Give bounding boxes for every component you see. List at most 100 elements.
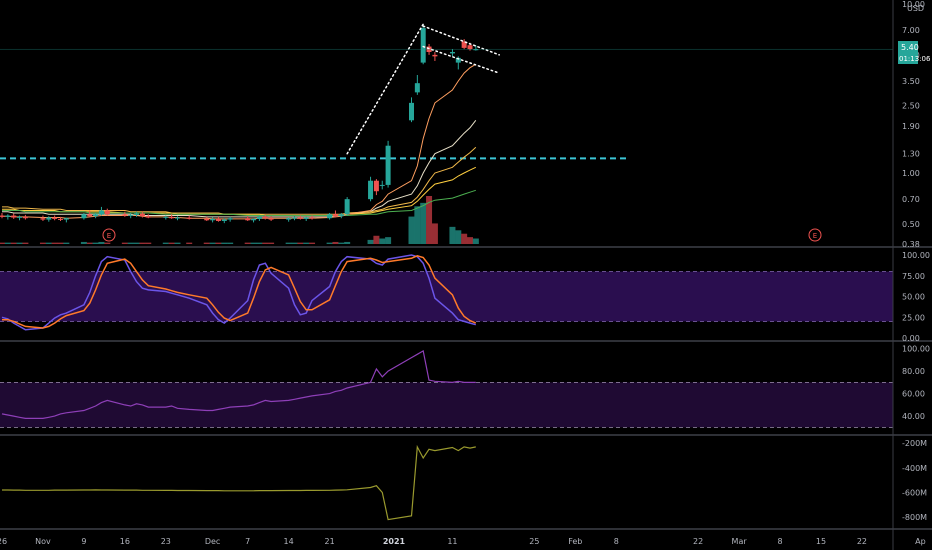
volume-bar [133, 242, 140, 244]
candle[interactable] [449, 49, 455, 57]
price-tick-label: 10.00 [902, 0, 925, 9]
candle[interactable] [210, 217, 216, 223]
candle[interactable] [227, 216, 233, 222]
candle[interactable] [338, 212, 344, 219]
date-tick-label: 2021 [383, 537, 406, 546]
price-tick-label: 0.50 [902, 220, 920, 229]
candle[interactable] [5, 214, 11, 220]
candle[interactable] [373, 179, 379, 196]
candle[interactable] [414, 75, 420, 95]
candle[interactable] [332, 210, 338, 218]
candle[interactable] [128, 212, 134, 219]
date-tick-label: 22 [857, 537, 867, 546]
event-marker-label: E [107, 232, 111, 240]
candle-body [98, 210, 104, 215]
date-tick-label: 7 [245, 537, 250, 546]
event-marker-circle[interactable] [808, 228, 822, 242]
candle[interactable] [93, 212, 99, 219]
candle[interactable] [368, 176, 374, 202]
candle[interactable] [204, 216, 210, 221]
candle[interactable] [169, 214, 175, 219]
candle[interactable] [63, 217, 69, 223]
candle-body [449, 51, 455, 54]
candle[interactable] [52, 215, 58, 221]
candle[interactable] [175, 216, 180, 221]
price-tick-label: 1.30 [902, 150, 920, 159]
candle[interactable] [461, 39, 467, 50]
event-marker[interactable]: E [102, 228, 116, 242]
candle[interactable] [40, 215, 46, 221]
event-marker[interactable]: E [808, 228, 822, 242]
volume-bar [426, 196, 433, 244]
candle[interactable] [379, 180, 385, 190]
stochastic-tick-label: 0.00 [902, 334, 920, 343]
candle[interactable] [420, 25, 426, 65]
price-tick-label: 3.50 [902, 77, 920, 86]
candle[interactable] [409, 97, 414, 123]
rsi-tick-label: 100.00 [902, 345, 930, 354]
candle[interactable] [292, 216, 297, 221]
candle-body [5, 215, 11, 217]
candle[interactable] [297, 215, 303, 220]
candle[interactable] [81, 212, 87, 220]
candle[interactable] [17, 215, 23, 221]
candle[interactable] [473, 45, 479, 51]
candle[interactable] [256, 215, 262, 221]
candle[interactable] [122, 211, 128, 217]
candle[interactable] [0, 212, 5, 219]
obv-line[interactable] [2, 444, 476, 521]
candle[interactable] [11, 213, 17, 219]
candle[interactable] [145, 214, 151, 219]
volume-bar [186, 242, 193, 244]
obv-panel[interactable] [2, 444, 476, 521]
trendline[interactable] [422, 45, 500, 74]
stochastic-panel[interactable] [0, 254, 893, 331]
volume-bar [455, 230, 462, 244]
candle[interactable] [87, 210, 93, 217]
rsi-line[interactable] [1, 349, 476, 419]
trendline[interactable] [422, 25, 500, 56]
candle[interactable] [327, 212, 333, 220]
candle[interactable] [98, 206, 104, 216]
volume-bar [244, 242, 251, 244]
candle[interactable] [215, 216, 221, 222]
stochastic-d-line[interactable] [2, 255, 477, 329]
volume-bar [10, 242, 17, 244]
candle[interactable] [286, 217, 292, 222]
candle-body [256, 216, 262, 219]
event-marker-circle[interactable] [102, 228, 116, 242]
rsi-panel[interactable] [0, 349, 893, 428]
candle[interactable] [303, 216, 309, 221]
candle[interactable] [268, 216, 274, 221]
candle-body [93, 214, 99, 217]
candle[interactable] [134, 211, 140, 217]
candle[interactable] [104, 208, 110, 216]
candle[interactable] [262, 214, 268, 220]
candle[interactable] [221, 218, 227, 224]
candle[interactable] [58, 216, 63, 221]
candle[interactable] [245, 216, 251, 221]
candle[interactable] [309, 215, 315, 220]
stochastic-k-line[interactable] [1, 254, 476, 331]
moving-average-line[interactable] [2, 189, 476, 216]
candle[interactable] [385, 140, 391, 188]
candle[interactable] [139, 211, 145, 218]
date-tick-label: 16 [120, 537, 130, 546]
candle[interactable] [163, 215, 169, 220]
candle[interactable] [22, 214, 28, 220]
date-tick-label: 14 [284, 537, 294, 546]
volume-bar [39, 242, 46, 244]
candle-body [268, 218, 274, 220]
volume-bar [344, 241, 351, 244]
candle-body [303, 217, 309, 219]
candle-body [332, 214, 338, 217]
stochastic-tick-label: 75.00 [902, 272, 925, 281]
candle[interactable] [186, 215, 192, 220]
candle[interactable] [344, 197, 350, 216]
candle[interactable] [46, 216, 52, 222]
candle[interactable] [251, 218, 257, 223]
candle[interactable] [432, 51, 438, 61]
price-panel[interactable] [0, 23, 893, 244]
